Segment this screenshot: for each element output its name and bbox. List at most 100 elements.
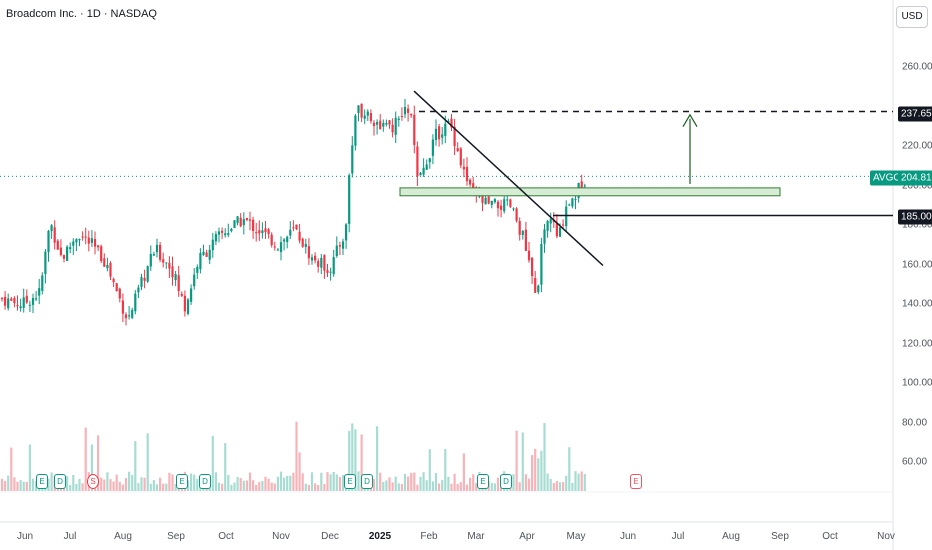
time-axis-label: Sep (771, 531, 789, 542)
volume-bar (459, 482, 462, 491)
candle-body (351, 145, 354, 174)
candle-body (310, 257, 314, 261)
volume-bar (431, 481, 434, 491)
volume-bar (165, 483, 168, 491)
volume-bar (372, 478, 376, 491)
volume-bar (580, 471, 583, 491)
earnings-marker[interactable]: E (176, 474, 188, 489)
symbol-tag: AVGO (870, 170, 905, 186)
candle-body (214, 234, 217, 242)
volume-bar (0, 478, 4, 491)
time-axis-label: Apr (519, 531, 535, 542)
volume-bar (295, 421, 298, 491)
candle-body (422, 167, 425, 175)
volume-bar (248, 472, 252, 491)
time-axis-label: Dec (321, 531, 339, 542)
upcoming-earnings-marker[interactable]: E (630, 474, 642, 489)
candle-body (248, 219, 252, 221)
volume-bar (233, 482, 236, 491)
currency-button[interactable]: USD (896, 6, 928, 28)
candle-body (97, 245, 100, 248)
volume-bar (159, 477, 162, 491)
volume-bar (25, 481, 28, 491)
candle-body (106, 264, 109, 269)
time-axis-label: Mar (467, 531, 485, 542)
candle-body (279, 242, 283, 253)
time-axis-label: Aug (114, 531, 132, 542)
candle-body (171, 266, 174, 278)
volume-bar (335, 474, 338, 491)
volume-bar (137, 483, 140, 491)
volume-bar (565, 475, 568, 491)
candle-body (453, 126, 456, 147)
time-axis-label: Jun (16, 531, 34, 542)
candle-body (512, 208, 515, 210)
candle-body (50, 225, 53, 232)
volume-bar (255, 484, 258, 491)
candle-body (239, 217, 242, 227)
volume-bar (22, 481, 25, 491)
candle-body (481, 195, 484, 203)
split-marker[interactable]: S (87, 474, 99, 489)
candle-body (379, 120, 382, 130)
volume-bar (193, 474, 196, 491)
earnings-marker[interactable]: E (477, 474, 489, 489)
volume-bar (155, 484, 159, 491)
candle-body (109, 263, 112, 277)
volume-bar (245, 480, 248, 491)
candle-body (35, 298, 38, 300)
volume-bar (518, 482, 521, 491)
earnings-marker[interactable]: E (344, 474, 356, 489)
volume-bar (326, 472, 329, 491)
candle-body (493, 199, 496, 203)
candle-body (295, 224, 298, 230)
earnings-marker[interactable]: E (36, 474, 48, 489)
candle-body (224, 233, 227, 236)
volume-bar (577, 473, 580, 491)
candle-body (301, 238, 304, 247)
candle-body (81, 236, 84, 238)
candle-body (450, 118, 453, 128)
candle-body (500, 205, 503, 210)
volume-bar (323, 484, 326, 491)
time-axis-label: 2025 (368, 531, 392, 542)
candle-body (397, 118, 400, 120)
volume-bar (354, 429, 357, 491)
candle-body (534, 278, 537, 293)
target-price-tag: 237.65 (898, 106, 932, 122)
candle-body (518, 220, 521, 235)
candle-body (388, 120, 391, 125)
candle-body (146, 266, 149, 282)
candle-body (69, 247, 72, 250)
candle-body (186, 299, 190, 314)
candle-body (317, 261, 320, 267)
dividend-marker[interactable]: D (500, 474, 512, 489)
candle-body (568, 204, 571, 206)
price-axis-label: 180.00 (902, 219, 932, 231)
candle-body (227, 233, 230, 235)
volume-bar (134, 441, 137, 491)
candle-body (469, 179, 472, 185)
volume-bar (109, 479, 112, 491)
volume-bar (583, 474, 586, 491)
dividend-marker[interactable]: D (54, 474, 66, 489)
candle-body (503, 199, 506, 212)
volume-bar (304, 483, 307, 491)
candle-body (261, 230, 264, 234)
candle-body (72, 241, 75, 246)
dividend-marker[interactable]: D (199, 474, 211, 489)
volume-bar (186, 480, 190, 491)
candle-body (205, 252, 208, 257)
volume-bar (292, 472, 295, 491)
volume-bar (496, 477, 500, 491)
volume-bar (171, 474, 174, 491)
volume-bar (50, 472, 53, 491)
candle-body (19, 306, 22, 309)
dividend-marker[interactable]: D (361, 474, 373, 489)
candle-body (314, 255, 317, 261)
volume-bar (270, 482, 273, 491)
candle-body (444, 123, 447, 136)
volume-bar (428, 449, 431, 491)
volume-bar (490, 482, 493, 491)
